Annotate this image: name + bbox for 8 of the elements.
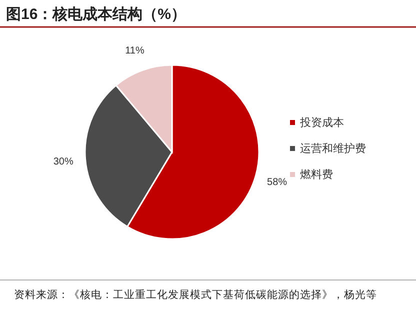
legend-label: 燃料费 bbox=[300, 168, 333, 181]
chart-title: 图16：核电成本结构（%） bbox=[6, 6, 186, 23]
data-label: 11% bbox=[125, 46, 144, 57]
legend-label: 投资成本 bbox=[299, 116, 344, 129]
data-label: 30% bbox=[53, 156, 74, 168]
legend-label: 运营和维护费 bbox=[300, 142, 366, 155]
data-label: 58% bbox=[267, 177, 288, 188]
text: 资料来源：《核电：工业重工化发展模式下基荷低碳能源的选择》，杨光等 bbox=[14, 288, 377, 301]
